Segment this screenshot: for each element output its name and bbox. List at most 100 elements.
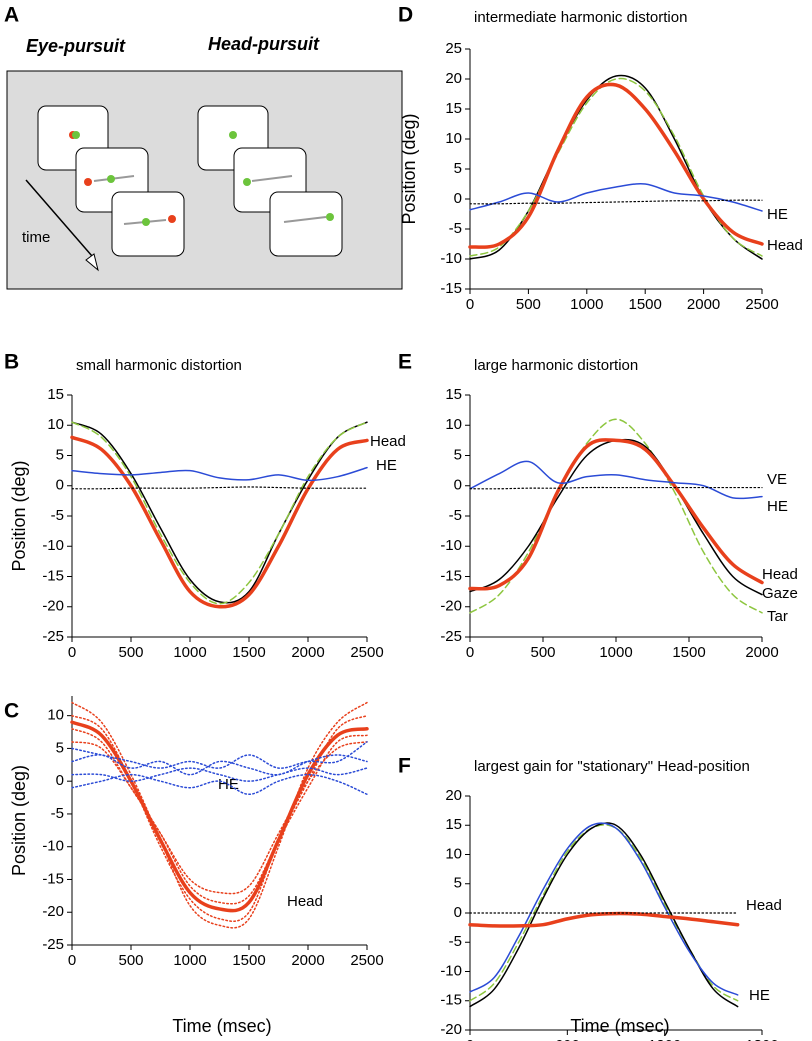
x-tick-label: 1000 xyxy=(173,952,206,969)
y-axis-label: Position (deg) xyxy=(9,765,29,876)
y-tick-label: -5 xyxy=(51,805,64,822)
series-label: HE xyxy=(376,457,397,474)
chart-title: largest gain for "stationary" Head-posit… xyxy=(474,758,750,775)
y-tick-label: -5 xyxy=(51,507,64,524)
y-tick-label: 0 xyxy=(56,477,64,494)
x-axis-label: Time (msec) xyxy=(570,1016,669,1036)
panel-label: D xyxy=(398,4,413,27)
x-tick-label: 2500 xyxy=(745,296,778,313)
series-label: VE xyxy=(767,471,787,488)
y-tick-label: 5 xyxy=(454,875,462,892)
x-tick-label: 1500 xyxy=(629,296,662,313)
series-line xyxy=(71,741,368,769)
y-tick-label: -20 xyxy=(440,1021,462,1038)
y-tick-label: -5 xyxy=(449,933,462,950)
y-tick-label: 0 xyxy=(56,772,64,789)
dots-and-arrows xyxy=(25,131,334,272)
panel-label: C xyxy=(4,700,19,723)
series-line xyxy=(469,486,763,490)
x-tick-label: 2500 xyxy=(350,644,383,661)
cards xyxy=(37,105,343,257)
x-tick-label: 2000 xyxy=(291,952,324,969)
x-tick-label: 2500 xyxy=(350,952,383,969)
y-tick-label: 0 xyxy=(454,904,462,921)
panel-label: B xyxy=(4,351,19,374)
y-tick-label: -20 xyxy=(42,903,64,920)
y-axis-label: Position (deg) xyxy=(9,460,29,571)
x-tick-label: 0 xyxy=(466,644,474,661)
series-label: Head xyxy=(370,433,406,450)
series-label: Head xyxy=(767,237,803,254)
y-tick-label: 10 xyxy=(445,416,462,433)
panel-a: A Eye-pursuit Head-pursuit time xyxy=(4,4,403,290)
y-axis-label: Position (deg) xyxy=(399,113,419,224)
x-tick-label: 1000 xyxy=(570,296,603,313)
series-line xyxy=(469,460,763,500)
y-tick-label: 5 xyxy=(56,446,64,463)
x-tick-label: 500 xyxy=(530,644,555,661)
x-tick-label: 500 xyxy=(516,296,541,313)
series-line xyxy=(469,183,763,212)
series-line xyxy=(468,911,740,928)
x-tick-label: 600 xyxy=(555,1037,580,1041)
column-title: Eye-pursuit xyxy=(26,36,126,56)
series-line xyxy=(71,728,368,905)
x-tick-label: 2000 xyxy=(291,644,324,661)
series-label: Head xyxy=(287,893,323,910)
y-tick-label: 10 xyxy=(47,707,64,724)
series-line xyxy=(71,421,368,605)
y-tick-label: -10 xyxy=(42,838,64,855)
series-line xyxy=(70,435,369,609)
panel-label: F xyxy=(398,755,411,778)
panel-label: A xyxy=(4,4,19,27)
chart-title: intermediate harmonic distortion xyxy=(474,9,687,26)
background xyxy=(6,70,403,290)
series-line xyxy=(71,421,368,604)
y-tick-label: -10 xyxy=(42,537,64,554)
x-tick-label: 500 xyxy=(118,644,143,661)
x-tick-label: 1000 xyxy=(173,644,206,661)
x-tick-label: 0 xyxy=(68,952,76,969)
column-title: Head-pursuit xyxy=(208,34,320,54)
x-tick-label: 1500 xyxy=(232,952,265,969)
series-line xyxy=(71,754,368,776)
y-tick-label: -10 xyxy=(440,250,462,267)
series-line xyxy=(469,418,763,614)
series-line xyxy=(469,77,763,257)
x-tick-label: 1000 xyxy=(599,644,632,661)
x-tick-label: 2000 xyxy=(745,644,778,661)
series-label: Head xyxy=(746,897,782,914)
series-line xyxy=(71,701,368,929)
x-tick-label: 0 xyxy=(466,296,474,313)
y-tick-label: -25 xyxy=(42,628,64,645)
y-tick-label: 10 xyxy=(47,416,64,433)
x-tick-label: 1500 xyxy=(672,644,705,661)
series-label: Gaze xyxy=(762,585,798,602)
y-tick-label: 5 xyxy=(56,739,64,756)
y-tick-label: -25 xyxy=(440,628,462,645)
y-tick-label: -15 xyxy=(440,280,462,297)
y-tick-label: 15 xyxy=(47,386,64,403)
y-tick-label: 0 xyxy=(454,477,462,494)
y-tick-label: -15 xyxy=(42,870,64,887)
series-line xyxy=(469,438,763,596)
time-label: time xyxy=(22,229,50,246)
y-tick-label: -5 xyxy=(449,507,462,524)
series-line xyxy=(468,438,764,591)
y-tick-label: -5 xyxy=(449,220,462,237)
y-tick-label: -15 xyxy=(440,992,462,1009)
y-tick-label: 15 xyxy=(445,816,462,833)
y-tick-label: 15 xyxy=(445,386,462,403)
series-line xyxy=(469,822,739,996)
y-tick-label: 25 xyxy=(445,40,462,57)
x-tick-label: 0 xyxy=(68,644,76,661)
series-label: Head xyxy=(762,566,798,583)
x-axis-label: Time (msec) xyxy=(172,1016,271,1036)
y-tick-label: -15 xyxy=(42,567,64,584)
y-tick-label: 20 xyxy=(445,70,462,87)
y-tick-label: 5 xyxy=(454,446,462,463)
